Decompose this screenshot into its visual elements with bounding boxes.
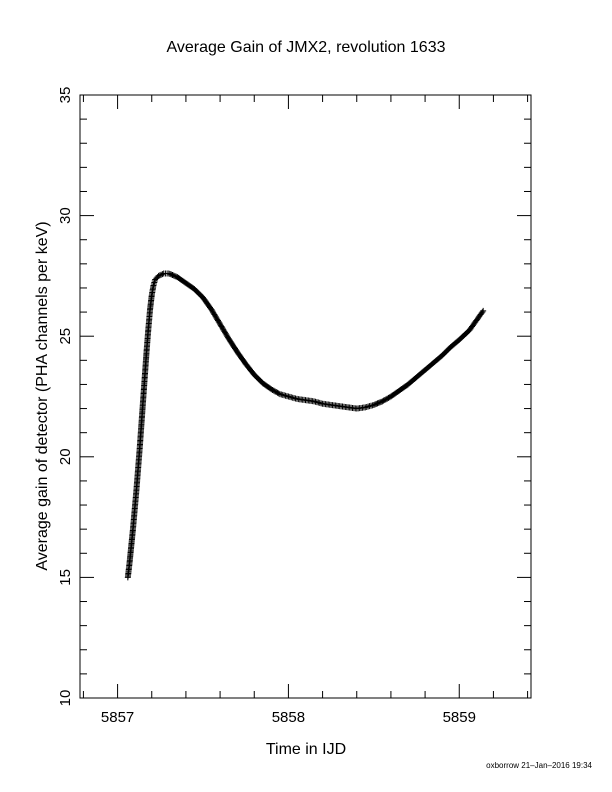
x-axis-ticks: [82, 95, 529, 698]
y-tick-label: 35: [57, 87, 74, 104]
data-points: [124, 270, 487, 581]
y-tick-label: 10: [57, 690, 74, 707]
chart-title: Average Gain of JMX2, revolution 1633: [167, 39, 446, 56]
y-axis-tick-labels: 10 15 20 25 30 35: [57, 87, 74, 707]
data-point: [480, 307, 487, 314]
data-point: [159, 271, 166, 278]
y-tick-label: 15: [57, 569, 74, 586]
y-axis-ticks: [80, 94, 531, 699]
y-tick-label: 30: [57, 207, 74, 224]
y-tick-label: 20: [57, 448, 74, 465]
x-tick-label: 5858: [272, 709, 305, 726]
plot-area-frame: [79, 94, 532, 699]
x-tick-label: 5859: [443, 709, 476, 726]
data-point: [158, 271, 165, 278]
x-axis-label: Time in IJD: [266, 741, 346, 758]
footer-credit: oxborrow 21–Jan–2016 19:34: [486, 761, 592, 770]
data-point: [275, 390, 282, 397]
data-point: [479, 309, 486, 316]
data-point: [156, 272, 163, 279]
data-point: [155, 272, 162, 279]
x-axis-tick-labels: 5857 5858 5859: [101, 709, 476, 726]
x-tick-label: 5857: [101, 709, 134, 726]
y-axis-label: Average gain of detector (PHA channels p…: [34, 221, 51, 570]
y-tick-label: 25: [57, 328, 74, 345]
